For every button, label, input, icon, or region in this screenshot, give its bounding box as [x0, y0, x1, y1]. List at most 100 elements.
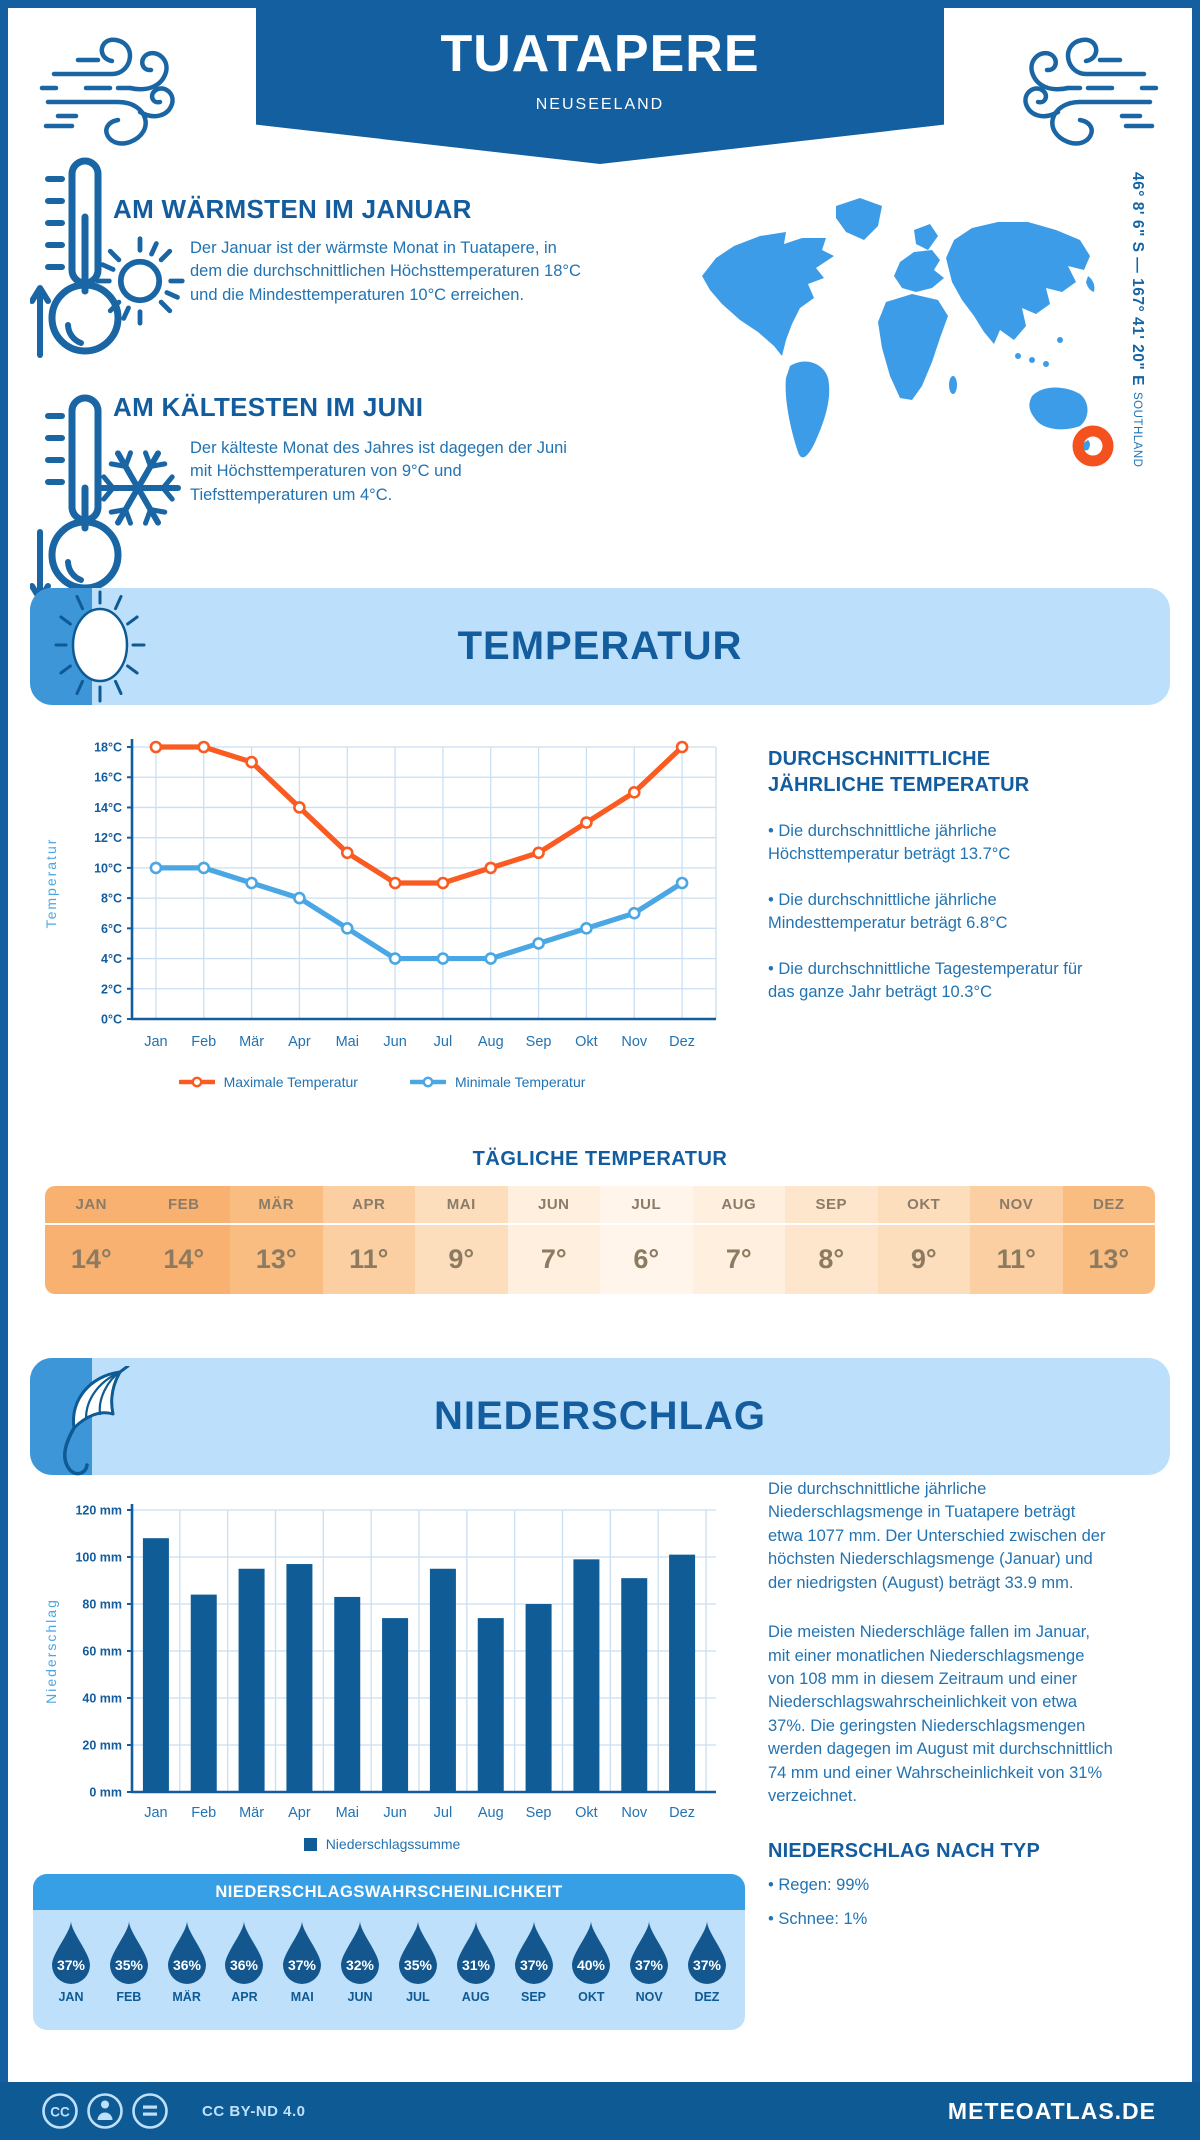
temperature-value: 8°	[818, 1244, 845, 1274]
x-tick-label: Jul	[434, 1034, 453, 1050]
legend-line-marker	[409, 1076, 446, 1088]
data-point	[293, 801, 306, 814]
legend-item: Niederschlagssumme	[303, 1836, 460, 1852]
probability-cell: 37% JAN	[45, 1920, 97, 2004]
y-tick-label: 18°C	[94, 741, 122, 755]
probability-value: 32%	[346, 1957, 375, 1973]
daily-temperature-cell: DEZ 13°	[1062, 1186, 1155, 1294]
data-point	[245, 755, 258, 769]
equals-icon	[132, 2093, 168, 2129]
probability-value: 36%	[173, 1957, 202, 1973]
legend-line-marker	[178, 1076, 215, 1088]
cc-license-icons: CC	[42, 2093, 168, 2129]
raindrop-icon: 36%	[167, 1921, 206, 1984]
daily-temperature-cell: APR 11°	[322, 1186, 415, 1294]
region-text: SOUTHLAND	[1131, 392, 1143, 468]
raindrop-icon: 31%	[456, 1921, 495, 1984]
x-tick-label: Feb	[191, 1805, 216, 1821]
wind-icon	[39, 37, 175, 146]
x-tick-label: Jul	[434, 1805, 453, 1821]
data-point	[580, 816, 593, 829]
raindrop-icon: 35%	[109, 1921, 148, 1984]
y-tick-label: 12°C	[94, 831, 122, 845]
probability-value: 35%	[404, 1957, 433, 1973]
probability-value: 37%	[635, 1957, 664, 1973]
x-tick-label: Sep	[526, 1805, 552, 1821]
precipitation-chart-legend: Niederschlagssumme	[40, 1836, 724, 1852]
temperature-value: 13°	[1088, 1244, 1130, 1274]
x-tick-label: Jun	[383, 1034, 406, 1050]
warmest-heading: AM WÄRMSTEN IM JANUAR	[113, 194, 472, 224]
temperature-value: 7°	[725, 1244, 752, 1274]
data-point	[197, 861, 211, 875]
data-point	[484, 952, 498, 965]
temperature-banner: TEMPERATUR	[30, 588, 1170, 705]
precipitation-bar	[573, 1559, 600, 1792]
daily-temperature-cell: MÄR 13°	[230, 1186, 323, 1294]
grid-lines: 0°C 2°C 4°C 6°C 8°C 10°C 12°C 14°C 16°C 18°C	[94, 741, 717, 1027]
legend-item: Maximale Temperatur	[178, 1074, 358, 1090]
precipitation-probability-panel: NIEDERSCHLAGSWAHRSCHEINLICHKEIT 37% JAN 35…	[33, 1874, 745, 2030]
y-tick-label: 20 mm	[82, 1739, 122, 1753]
daily-temperature-cell: OKT 9°	[877, 1186, 970, 1294]
data-point	[436, 876, 450, 890]
x-tick-label: Nov	[621, 1805, 648, 1821]
legend-item: Minimale Temperatur	[409, 1074, 585, 1090]
precipitation-bar	[334, 1596, 361, 1792]
month-label: NOV	[970, 1186, 1063, 1225]
y-tick-label: 2°C	[101, 982, 122, 996]
data-point	[149, 740, 163, 754]
probability-value: 31%	[462, 1957, 491, 1973]
temperature-value: 13°	[255, 1244, 297, 1274]
month-label: SEP	[785, 1186, 878, 1225]
annual-temperature-bullet: Die durchschnittliche Tagestemperatur fü…	[768, 958, 1108, 1005]
y-axis-title: Temperatur	[43, 838, 59, 929]
temperature-banner-title: TEMPERATUR	[457, 624, 743, 668]
raindrop-icon: 37%	[687, 1921, 726, 1984]
precipitation-bar	[477, 1618, 504, 1792]
month-label: MAI	[290, 1990, 314, 2004]
month-label: JUL	[406, 1990, 430, 2004]
probability-value: 37%	[519, 1957, 548, 1973]
month-label: JUL	[600, 1186, 693, 1225]
x-tick-label: Apr	[288, 1034, 311, 1050]
precipitation-paragraph: Die durchschnittliche jährliche Niedersc…	[768, 1480, 1106, 1592]
snowflake-icon	[95, 450, 181, 526]
temperature-chart-legend: Maximale Temperatur Minimale Temperatur	[40, 1074, 724, 1090]
data-point	[245, 876, 258, 890]
y-axis-title: Niederschlag	[43, 1598, 59, 1704]
location-marker	[1072, 425, 1114, 467]
daily-temperature-cell: AUG 7°	[692, 1186, 785, 1294]
precipitation-bar	[190, 1594, 217, 1792]
precipitation-paragraphs: Die durchschnittliche jährliche Niedersc…	[768, 1478, 1114, 1808]
precipitation-bar	[429, 1568, 456, 1792]
y-tick-label: 0 mm	[89, 1786, 122, 1800]
data-point	[388, 952, 402, 965]
precipitation-paragraph: Die meisten Niederschläge fallen im Janu…	[768, 1623, 1113, 1806]
data-point	[436, 952, 450, 965]
precipitation-bar	[286, 1564, 313, 1792]
probability-cell: 37% DEZ	[681, 1920, 733, 2004]
probability-value: 35%	[115, 1957, 144, 1973]
daily-temperature-cell: FEB 14°	[137, 1186, 230, 1294]
month-label: MAI	[415, 1186, 508, 1225]
daily-temperature-cell: JUN 7°	[507, 1186, 600, 1294]
precipitation-bar	[621, 1578, 648, 1792]
x-tick-label: Jan	[144, 1805, 167, 1821]
month-label: JUN	[347, 1990, 373, 2004]
footer: CC CC BY-ND 4.0 METEOATLAS.DE	[0, 2082, 1200, 2140]
data-point	[149, 861, 163, 875]
line-series	[153, 865, 685, 962]
temperature-value: 9°	[448, 1244, 475, 1274]
precipitation-banner-title: NIEDERSCHLAG	[433, 1394, 767, 1438]
y-tick-label: 60 mm	[82, 1645, 122, 1659]
data-point	[340, 846, 354, 860]
month-label: FEB	[137, 1186, 230, 1225]
x-tick-label: Aug	[478, 1034, 504, 1050]
data-point	[627, 786, 641, 799]
temperature-line-chart: 0°C 2°C 4°C 6°C 8°C 10°C 12°C 14°C 16°C 18°C Jan Fe…	[43, 739, 717, 1050]
coldest-heading: AM KÄLTESTEN IM JUNI	[113, 392, 424, 422]
data-point	[484, 861, 498, 875]
wind-icon	[1023, 37, 1159, 146]
